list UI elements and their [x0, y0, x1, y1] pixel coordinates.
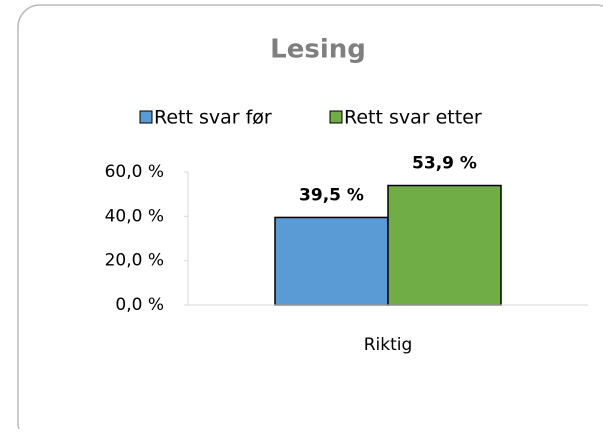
y-tick-label: 0,0 %	[115, 295, 164, 315]
legend-swatch	[139, 110, 153, 124]
y-tick-label: 20,0 %	[105, 251, 164, 271]
y-tick-label: 40,0 %	[105, 206, 164, 226]
bar	[387, 184, 502, 306]
chart-title: Lesing	[270, 35, 366, 65]
legend-label: Rett svar etter	[344, 107, 482, 129]
legend-label: Rett svar før	[154, 107, 272, 129]
x-tick-label: Riktig	[364, 335, 413, 355]
data-label: 39,5 %	[299, 185, 364, 205]
legend-swatch	[329, 110, 343, 124]
data-label: 53,9 %	[412, 154, 477, 174]
y-tick-label: 60,0 %	[105, 162, 164, 182]
bar	[274, 216, 389, 306]
